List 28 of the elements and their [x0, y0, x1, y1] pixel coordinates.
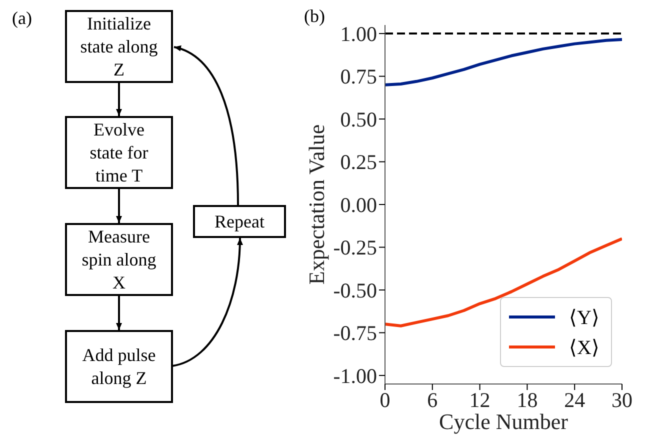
y-tick-label: -0.25 — [333, 236, 377, 260]
x-tick-label: 30 — [612, 388, 632, 412]
text: (a) — [12, 8, 32, 28]
x-tick-label: 6 — [427, 388, 438, 412]
legend-label: ⟨X⟩ — [569, 336, 600, 360]
y-tick-label: 1.00 — [340, 22, 377, 46]
y-tick-label: -0.75 — [333, 321, 377, 346]
y-tick-label: -1.00 — [333, 364, 377, 388]
y-tick-label: 0.75 — [340, 64, 377, 89]
y-tick-label: 0.00 — [340, 192, 377, 217]
x-tick-label: 24 — [564, 388, 586, 412]
y-tick-label: -0.50 — [333, 278, 377, 302]
x-axis-title: Cycle Number — [439, 409, 569, 434]
legend-label: ⟨Y⟩ — [569, 306, 600, 330]
y-axis-title: Expectation Value — [304, 124, 329, 285]
chart-title: (b) — [304, 6, 325, 27]
line-series — [385, 237, 622, 328]
x-tick-label: 18 — [516, 388, 538, 412]
text: Repeat — [214, 212, 264, 232]
text: Evolve state for time T — [90, 120, 148, 186]
x-tick-label: 12 — [469, 388, 490, 412]
y-tick-label: 0.50 — [340, 107, 377, 132]
y-tick-label: 0.25 — [340, 150, 377, 174]
text: Measure spin along X — [82, 226, 156, 292]
x-tick-label: 0 — [380, 388, 390, 412]
text: Add pulse along Z — [82, 345, 156, 388]
line-series — [385, 38, 622, 86]
text: Initialize state along Z — [80, 14, 158, 80]
